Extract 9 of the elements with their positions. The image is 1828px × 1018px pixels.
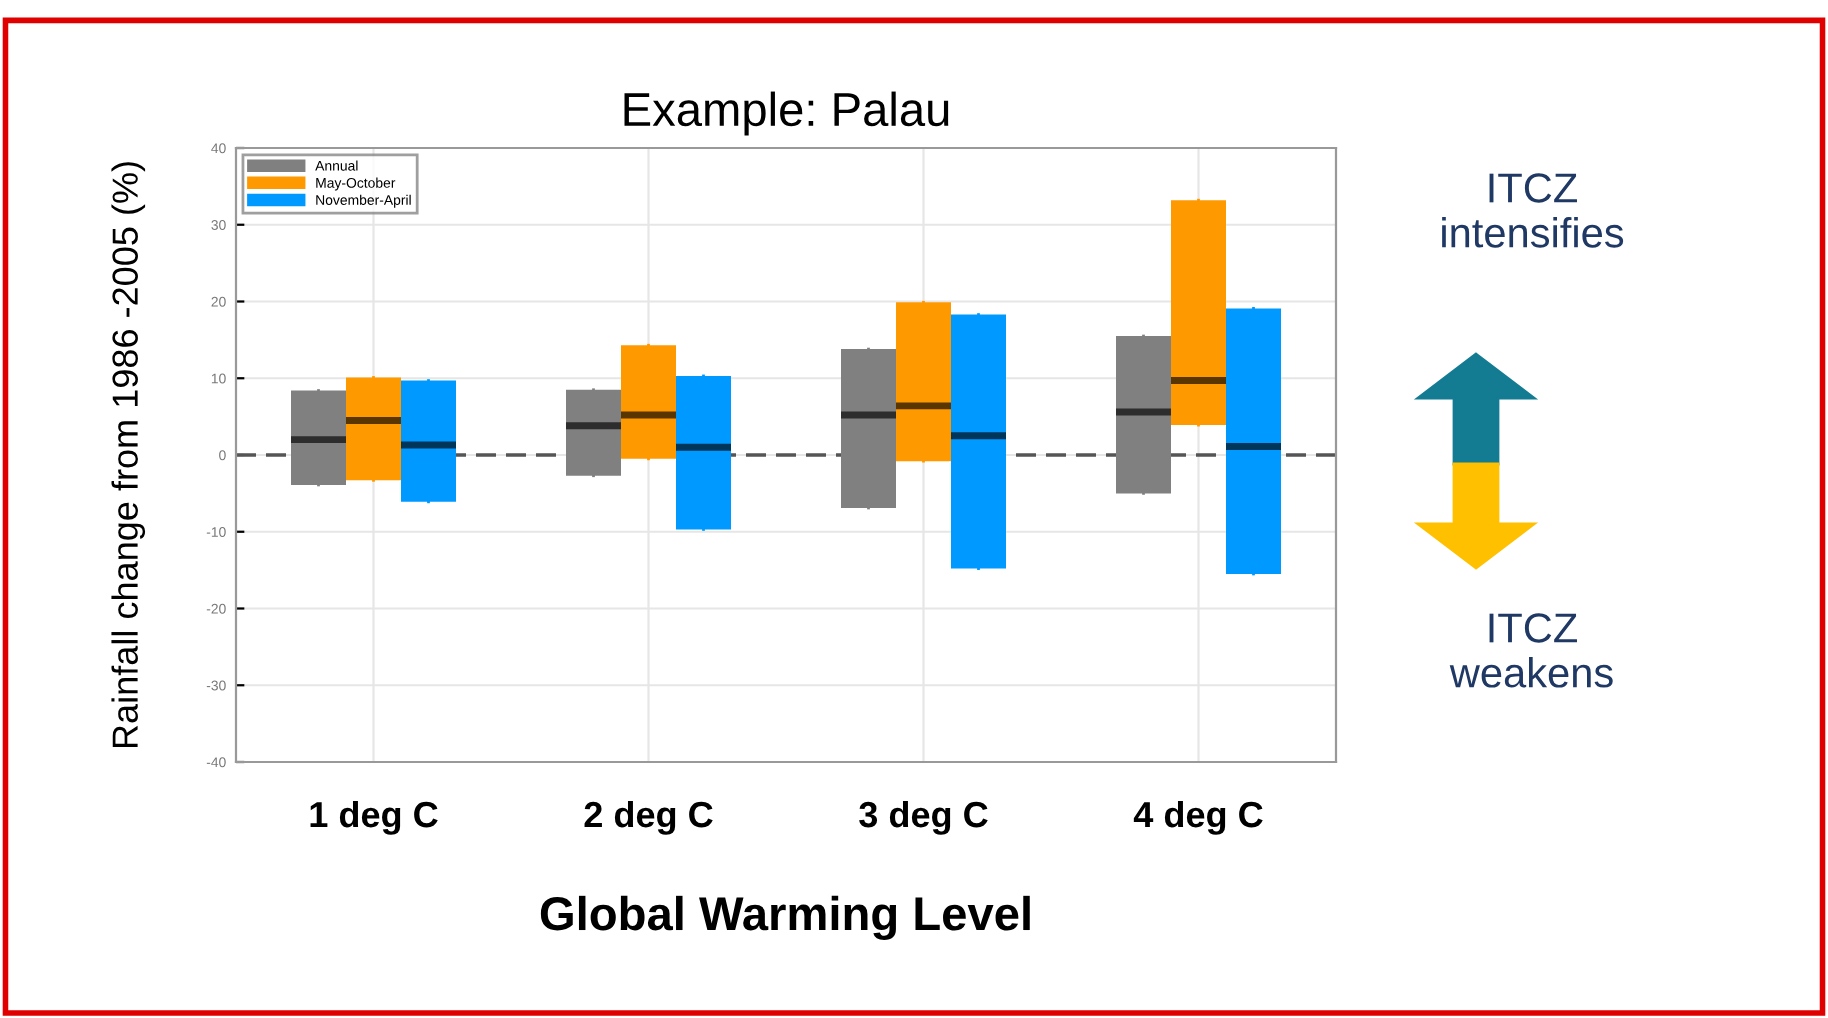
- text: ITCZ intensifies: [1442, 173, 1624, 248]
- x-axis-title: Global Warming Level: [540, 895, 1030, 941]
- x-tick-label: 2 deg C: [584, 800, 713, 835]
- x-tick-label: 3 deg C: [859, 800, 988, 835]
- chart-title: Example: Palau: [624, 91, 949, 136]
- x-tick-label: 4 deg C: [1133, 800, 1263, 835]
- y-axis-title: Rainfall change from 1986 -2005 (%): [111, 162, 146, 748]
- text: ITCZ weakens: [1449, 613, 1613, 688]
- x-tick-label: 1 deg C: [310, 800, 438, 835]
